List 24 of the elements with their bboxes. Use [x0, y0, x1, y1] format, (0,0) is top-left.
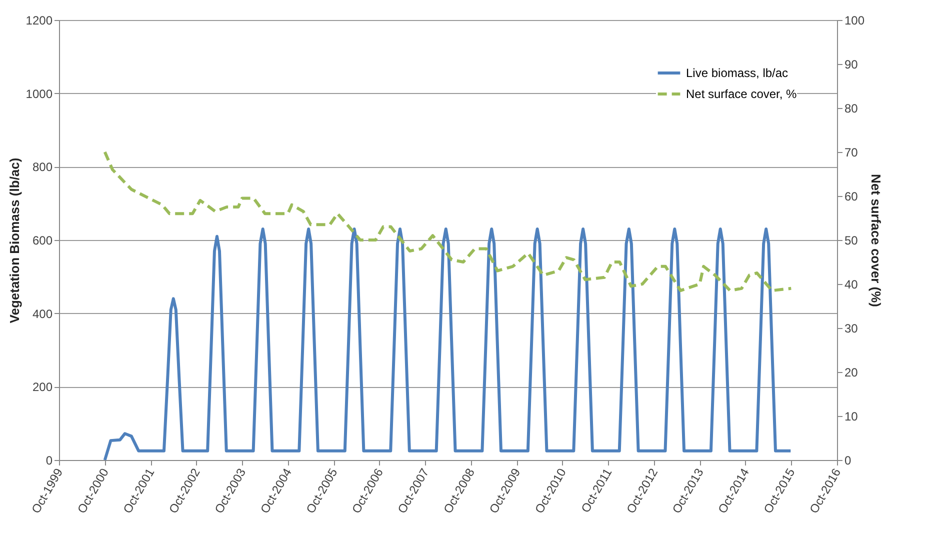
y2-tick-label: 80 [844, 102, 858, 116]
y2-tick-label: 50 [844, 234, 858, 248]
y2-axis-title: Net surface cover (%) [868, 174, 884, 307]
y2-tick-label: 100 [844, 14, 865, 28]
y-tick-label: 1000 [26, 86, 53, 101]
y-tick-label: 400 [32, 306, 53, 321]
y-tick-label: 200 [32, 380, 53, 394]
line-series [103, 150, 793, 292]
y-tick-label: 0 [46, 454, 53, 468]
y2-tick-label: 90 [844, 58, 858, 72]
y2-tick-label: 30 [844, 322, 858, 336]
y2-tick-label: 60 [844, 190, 858, 204]
y-tick-label: 800 [32, 160, 53, 174]
y2-tick-label: 20 [844, 366, 858, 380]
y2-tick-label: 10 [844, 410, 858, 424]
legend-label: Live biomass, lb/ac [686, 66, 788, 80]
y-axis-title: Vegetation Biomass (lb/ac) [6, 158, 22, 324]
y-tick-label: 600 [32, 234, 53, 248]
y2-tick-label: 40 [844, 278, 858, 292]
legend-label: Net surface cover, % [686, 87, 798, 101]
y2-tick-label: 70 [844, 146, 858, 160]
y2-tick-label: 0 [844, 454, 852, 468]
line-series [103, 228, 792, 462]
y-tick-label: 1200 [26, 14, 53, 28]
